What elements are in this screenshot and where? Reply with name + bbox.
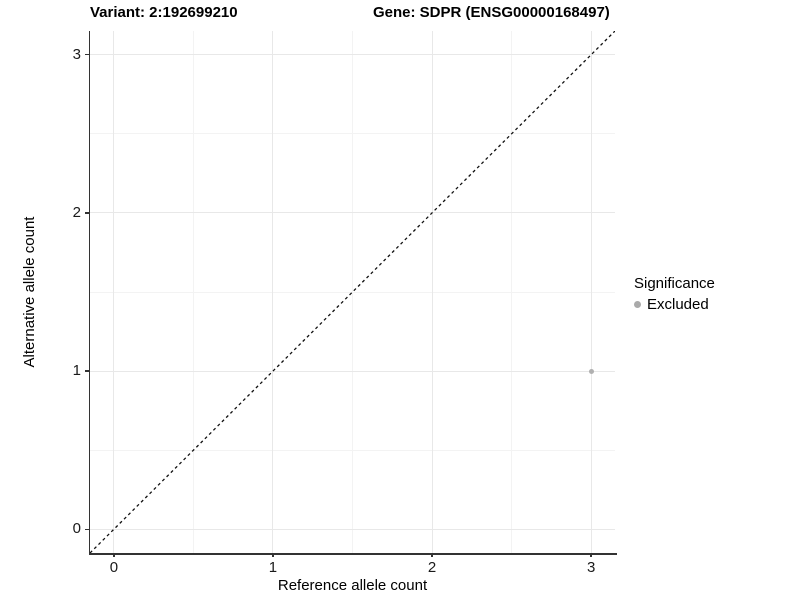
data-point [588, 368, 594, 374]
gridline-major-x [272, 31, 274, 553]
y-tick-label: 1 [72, 362, 81, 380]
legend-item-label: Excluded [647, 296, 709, 313]
x-tick-mark [431, 553, 433, 557]
y-axis-title: Alternative allele count [21, 216, 38, 368]
legend-point-icon [634, 301, 641, 308]
gene-title: Gene: SDPR (ENSG00000168497) [373, 4, 610, 21]
variant-title: Variant: 2:192699210 [90, 4, 238, 21]
gridline-minor-y [90, 291, 615, 293]
legend-title: Significance [634, 275, 715, 292]
gridline-major-x [113, 31, 115, 553]
legend-item-excluded: Excluded [634, 295, 715, 314]
gridline-minor-y [90, 133, 615, 135]
x-tick-mark [272, 553, 274, 557]
x-tick-mark [590, 553, 592, 557]
gridline-major-y [90, 370, 615, 372]
y-tick-mark [84, 370, 90, 372]
x-axis-line [88, 553, 617, 555]
y-tick-mark [84, 212, 90, 214]
gridline-major-y [90, 528, 615, 530]
x-tick-label: 3 [586, 559, 596, 576]
legend: Significance Excluded [634, 274, 715, 314]
gridline-major-y [90, 54, 615, 56]
y-tick-label: 2 [72, 203, 81, 221]
gridline-major-x [590, 31, 592, 553]
y-tick-label: 0 [72, 520, 81, 538]
y-axis-line [88, 31, 90, 555]
x-tick-label: 2 [427, 559, 437, 576]
gridline-major-x [431, 31, 433, 553]
identity-dashed-line [90, 31, 615, 553]
gridline-major-y [90, 212, 615, 214]
x-tick-label: 0 [109, 559, 119, 576]
identity-line-svg [90, 31, 615, 553]
x-axis-title: Reference allele count [277, 577, 428, 594]
y-tick-mark [84, 53, 90, 56]
x-tick-mark [113, 553, 115, 557]
plot-panel [90, 31, 615, 553]
gridline-minor-y [90, 449, 615, 451]
y-tick-label: 3 [72, 45, 81, 63]
x-tick-label: 1 [268, 559, 278, 576]
y-tick-mark [84, 528, 90, 531]
